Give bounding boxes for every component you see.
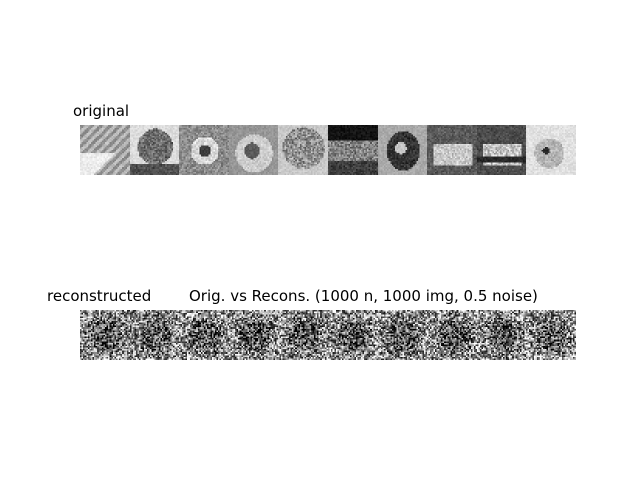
original-image-2 <box>129 125 180 175</box>
chart-title: Orig. vs Recons. (1000 n, 1000 img, 0.5 … <box>189 287 538 305</box>
reconstructed-image-1 <box>80 310 130 360</box>
image-canvas <box>129 125 180 175</box>
reconstructed-image-4 <box>228 310 279 360</box>
image-canvas <box>228 310 279 360</box>
original-image-strip <box>80 125 576 175</box>
image-canvas <box>427 310 477 360</box>
image-canvas <box>327 310 378 360</box>
image-canvas <box>179 310 229 360</box>
reconstructed-image-strip <box>80 310 576 360</box>
image-canvas <box>278 310 328 360</box>
original-image-1 <box>80 125 130 175</box>
reconstructed-image-5 <box>278 310 328 360</box>
image-canvas <box>476 310 527 360</box>
image-canvas <box>80 125 130 175</box>
reconstructed-image-10 <box>526 310 576 360</box>
image-canvas <box>179 125 229 175</box>
image-canvas <box>377 125 428 175</box>
original-image-10 <box>526 125 576 175</box>
reconstructed-label: reconstructed <box>47 287 152 305</box>
original-image-9 <box>476 125 527 175</box>
image-canvas <box>228 125 279 175</box>
image-canvas <box>526 310 576 360</box>
image-canvas <box>80 310 130 360</box>
original-label: original <box>73 102 130 120</box>
reconstructed-image-9 <box>476 310 527 360</box>
reconstructed-image-6 <box>327 310 378 360</box>
image-canvas <box>129 310 180 360</box>
original-image-6 <box>327 125 378 175</box>
image-canvas <box>427 125 477 175</box>
reconstructed-image-7 <box>377 310 428 360</box>
image-canvas <box>327 125 378 175</box>
image-canvas <box>377 310 428 360</box>
image-canvas <box>278 125 328 175</box>
image-canvas <box>476 125 527 175</box>
image-canvas <box>526 125 576 175</box>
original-image-7 <box>377 125 428 175</box>
reconstructed-image-2 <box>129 310 180 360</box>
reconstructed-image-3 <box>179 310 229 360</box>
reconstructed-image-8 <box>427 310 477 360</box>
original-image-8 <box>427 125 477 175</box>
original-image-4 <box>228 125 279 175</box>
original-image-3 <box>179 125 229 175</box>
original-image-5 <box>278 125 328 175</box>
